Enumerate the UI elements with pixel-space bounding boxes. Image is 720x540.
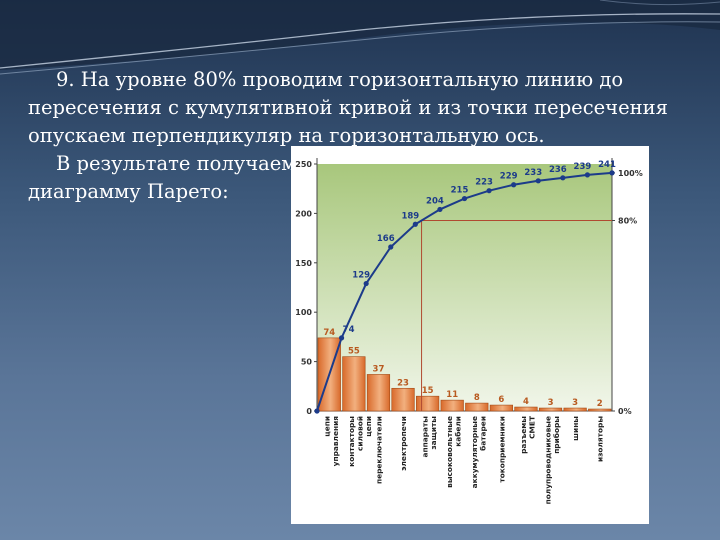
bar-value-label: 11 — [446, 390, 458, 400]
pareto-bar — [538, 407, 563, 412]
plot-area-background — [317, 164, 612, 411]
cumulative-point — [535, 178, 541, 184]
cumulative-value-label: 239 — [574, 162, 592, 172]
cumulative-point — [338, 335, 345, 341]
cumulative-value-label: 223 — [475, 178, 493, 188]
bar-value-label: 8 — [474, 393, 480, 403]
cumulative-value-label: 204 — [426, 196, 444, 206]
right-tick-label: 100% — [618, 169, 643, 178]
cumulative-point — [511, 182, 517, 188]
bar-value-label: 74 — [323, 328, 335, 338]
cumulative-value-label: 241 — [598, 160, 616, 170]
category-label: аппаратызащиты — [421, 416, 439, 458]
right-tick-label: 0% — [618, 407, 632, 416]
right-tick-label: 80% — [618, 217, 637, 226]
cumulative-point — [412, 221, 418, 227]
pareto-bar — [563, 407, 587, 412]
bar-value-label: 4 — [523, 397, 529, 407]
bar-value-label: 6 — [498, 395, 504, 405]
y-tick-label: 0 — [306, 407, 312, 416]
cumulative-point — [584, 172, 591, 178]
category-label: разъемыСМЕТ — [519, 416, 537, 454]
cumulative-point — [363, 280, 369, 287]
pareto-bar — [465, 402, 489, 412]
pareto-bar — [489, 404, 513, 412]
pareto-bar — [440, 399, 464, 412]
bar-value-label: 23 — [397, 378, 409, 388]
category-label: изоляторы — [596, 416, 605, 462]
y-tick-label: 200 — [295, 209, 312, 218]
cumulative-value-label: 236 — [549, 165, 567, 175]
cumulative-value-label: 129 — [352, 271, 370, 281]
cumulative-value-label: 189 — [401, 211, 419, 221]
cumulative-point — [437, 206, 443, 213]
pareto-bar — [391, 387, 415, 412]
pareto-bar — [416, 395, 440, 412]
bar-value-label: 2 — [597, 399, 603, 409]
category-label: аккумуляторныебатареи — [470, 416, 488, 488]
pareto-bar — [342, 356, 366, 412]
bar-value-label: 3 — [572, 398, 578, 408]
y-tick-label: 250 — [295, 160, 312, 169]
bar-value-label: 37 — [373, 364, 385, 374]
bar-value-label: 55 — [348, 347, 360, 357]
y-tick-label: 150 — [295, 259, 312, 268]
cumulative-value-label: 74 — [343, 325, 355, 335]
pareto-bar — [366, 374, 391, 412]
category-label: электропечи — [399, 416, 408, 471]
text-line-4: В результате получаем — [56, 152, 297, 175]
cumulative-point — [314, 408, 320, 414]
category-label: контакторысиловойцепи — [347, 416, 373, 467]
pareto-bar — [588, 408, 612, 412]
header-swoosh-decoration — [0, 0, 720, 75]
text-line-2: пересечения с кумулятивной кривой и из т… — [28, 96, 668, 119]
cumulative-point — [461, 195, 468, 202]
y-tick-label: 50 — [301, 358, 313, 367]
cumulative-value-label: 233 — [524, 168, 542, 178]
category-label: полупроводниковыеприборы — [544, 416, 562, 505]
cumulative-point — [388, 244, 394, 250]
text-line-5: диаграмму Парето: — [28, 180, 229, 203]
text-line-3: опускаем перпендикуляр на горизонтальную… — [28, 124, 545, 147]
pareto-bar — [514, 406, 538, 412]
pareto-chart-panel: 0 50 100 150 200 250 0% 80% 100% 74 55 37 23 15 11 8 6 4 3… — [291, 146, 649, 524]
text-line-1: 9. На уровне 80% проводим горизонтальную… — [56, 68, 624, 91]
bar-value-label: 3 — [548, 398, 554, 408]
bar-value-label: 15 — [422, 386, 434, 396]
cumulative-point — [609, 170, 615, 176]
cumulative-point — [560, 175, 566, 181]
cumulative-value-label: 166 — [377, 234, 395, 244]
cumulative-value-label: 215 — [451, 186, 469, 196]
category-label: шины — [571, 416, 580, 441]
y-tick-label: 100 — [295, 308, 312, 317]
slide-text: 9. На уровне 80% проводим горизонтальную… — [28, 66, 708, 206]
category-label: высоковольтныекабели — [445, 416, 463, 488]
category-label: цепиуправления — [322, 416, 340, 467]
category-label: токоприемники — [497, 416, 506, 483]
cumulative-value-label: 229 — [500, 172, 518, 182]
category-label: переключатели — [374, 416, 383, 484]
cumulative-point — [486, 188, 492, 194]
